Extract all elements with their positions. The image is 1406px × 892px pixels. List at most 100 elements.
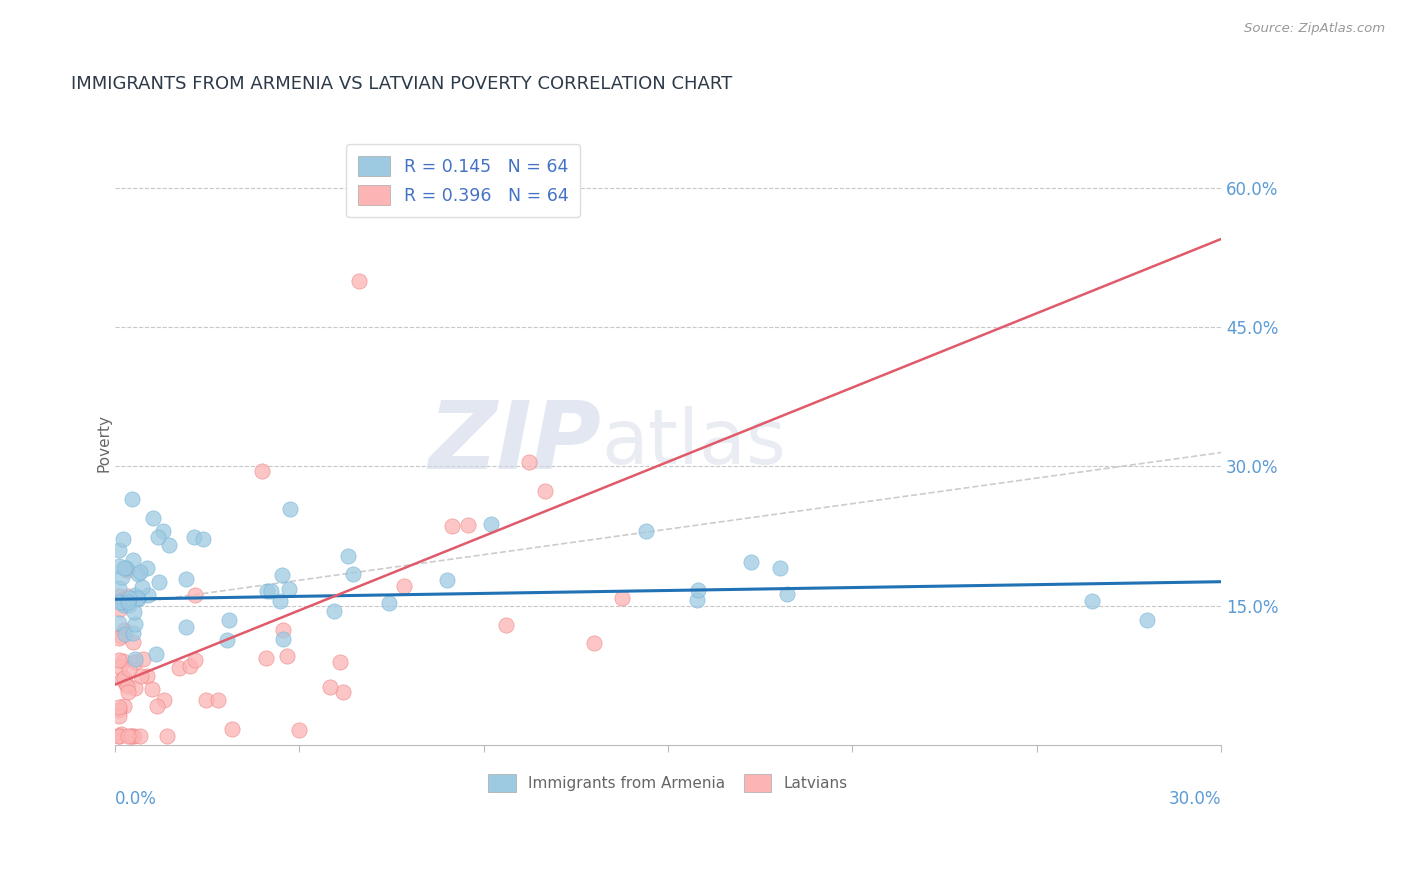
Point bbox=[534, 484, 557, 499]
Point bbox=[117, 595, 139, 609]
Point bbox=[112, 561, 135, 575]
Point bbox=[688, 583, 710, 598]
Point bbox=[336, 549, 359, 564]
Point bbox=[122, 605, 145, 619]
Point bbox=[332, 685, 354, 699]
Point bbox=[256, 584, 278, 599]
Point bbox=[131, 581, 153, 595]
Point bbox=[112, 623, 135, 637]
Point bbox=[127, 566, 149, 581]
Point bbox=[107, 581, 129, 595]
Point bbox=[517, 455, 540, 469]
Point bbox=[108, 660, 131, 674]
Point bbox=[218, 613, 240, 627]
Text: ZIP: ZIP bbox=[429, 397, 602, 489]
Point bbox=[107, 595, 129, 609]
Point bbox=[108, 601, 131, 615]
Point bbox=[145, 647, 167, 661]
Point bbox=[686, 593, 709, 607]
Point bbox=[394, 579, 416, 593]
Point bbox=[111, 532, 134, 546]
Point bbox=[440, 518, 463, 533]
Point bbox=[1136, 613, 1159, 627]
Point bbox=[254, 651, 277, 665]
Point bbox=[115, 680, 138, 694]
Point bbox=[107, 729, 129, 743]
Point bbox=[121, 626, 143, 640]
Point bbox=[342, 566, 364, 581]
Point bbox=[250, 464, 273, 478]
Point bbox=[271, 632, 294, 647]
Point bbox=[769, 561, 792, 575]
Point bbox=[115, 677, 138, 691]
Point bbox=[107, 590, 129, 604]
Text: 0.0%: 0.0% bbox=[115, 790, 156, 808]
Point bbox=[107, 703, 129, 717]
Point bbox=[107, 542, 129, 557]
Point bbox=[142, 510, 165, 524]
Point bbox=[117, 729, 139, 743]
Point bbox=[122, 635, 145, 649]
Point bbox=[138, 588, 160, 602]
Point bbox=[107, 616, 129, 631]
Y-axis label: Poverty: Poverty bbox=[96, 414, 111, 472]
Point bbox=[107, 729, 129, 743]
Point bbox=[183, 530, 205, 544]
Point bbox=[117, 685, 139, 699]
Point bbox=[174, 620, 197, 634]
Point bbox=[111, 672, 134, 686]
Point bbox=[347, 274, 370, 288]
Point bbox=[115, 563, 138, 577]
Point bbox=[378, 596, 401, 610]
Point bbox=[121, 491, 143, 506]
Point bbox=[114, 626, 136, 640]
Point bbox=[107, 700, 129, 714]
Point bbox=[132, 652, 155, 666]
Point bbox=[125, 591, 148, 606]
Point bbox=[740, 555, 762, 569]
Point bbox=[169, 661, 191, 675]
Point bbox=[111, 654, 134, 668]
Point bbox=[276, 648, 298, 663]
Point bbox=[259, 583, 281, 598]
Point bbox=[152, 524, 174, 538]
Point bbox=[323, 604, 346, 618]
Point bbox=[288, 723, 311, 737]
Point bbox=[610, 591, 633, 606]
Point bbox=[319, 680, 342, 694]
Point bbox=[112, 698, 135, 713]
Point bbox=[1081, 594, 1104, 608]
Point bbox=[152, 692, 174, 706]
Point bbox=[107, 708, 129, 723]
Point bbox=[156, 729, 179, 743]
Point bbox=[129, 729, 152, 743]
Point bbox=[124, 651, 146, 665]
Point bbox=[278, 501, 301, 516]
Point bbox=[111, 595, 134, 609]
Text: Source: ZipAtlas.com: Source: ZipAtlas.com bbox=[1244, 22, 1385, 36]
Text: IMMIGRANTS FROM ARMENIA VS LATVIAN POVERTY CORRELATION CHART: IMMIGRANTS FROM ARMENIA VS LATVIAN POVER… bbox=[70, 75, 731, 93]
Point bbox=[118, 598, 141, 612]
Point bbox=[107, 631, 129, 645]
Point bbox=[112, 598, 135, 612]
Point bbox=[221, 722, 243, 736]
Text: 30.0%: 30.0% bbox=[1168, 790, 1222, 808]
Point bbox=[117, 589, 139, 603]
Point bbox=[124, 617, 146, 632]
Point bbox=[146, 530, 169, 544]
Point bbox=[108, 558, 131, 573]
Point bbox=[207, 692, 229, 706]
Point bbox=[129, 565, 152, 579]
Point bbox=[269, 593, 291, 607]
Point bbox=[194, 693, 217, 707]
Point bbox=[127, 591, 149, 606]
Point bbox=[120, 729, 142, 743]
Point bbox=[107, 653, 129, 667]
Point bbox=[110, 727, 132, 741]
Point bbox=[174, 572, 197, 586]
Point bbox=[193, 533, 215, 547]
Point bbox=[184, 588, 207, 602]
Point bbox=[776, 587, 799, 601]
Point bbox=[148, 574, 170, 589]
Point bbox=[583, 636, 606, 650]
